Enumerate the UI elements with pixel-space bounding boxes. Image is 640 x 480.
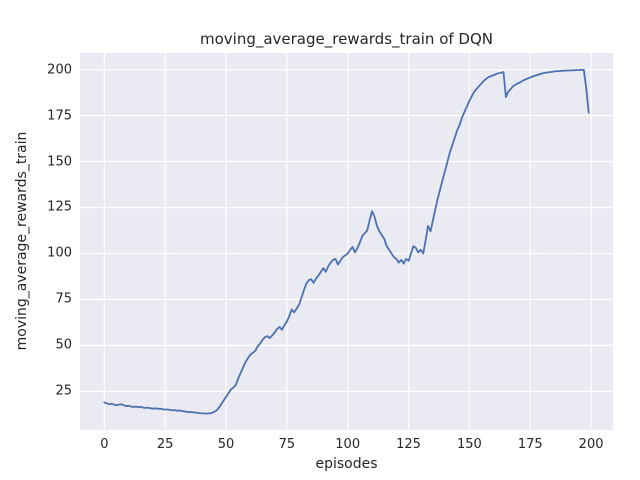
y-tick-label: 100: [47, 245, 72, 261]
y-tick-label: 175: [47, 108, 72, 124]
y-tick-label: 150: [47, 154, 72, 169]
y-tick-label: 25: [55, 383, 72, 399]
x-tick-label: 25: [156, 437, 174, 452]
y-tick-label: 50: [55, 337, 72, 353]
plot-area: [80, 53, 613, 430]
line-series: [103, 68, 590, 415]
x-tick-label: 100: [335, 437, 361, 452]
x-tick-label: 50: [217, 437, 235, 452]
x-tick-label: 125: [396, 437, 421, 452]
x-tick-label: 175: [517, 437, 543, 452]
x-tick-label: 200: [578, 437, 604, 452]
chart-title: moving_average_rewards_train of DQN: [199, 30, 494, 48]
x-tick-label: 0: [100, 437, 109, 452]
y-tick-label: 125: [47, 199, 72, 215]
x-axis-label: episodes: [315, 456, 378, 472]
x-tick-label: 75: [278, 437, 296, 452]
line-chart-svg: [80, 53, 613, 430]
y-tick-label: 200: [47, 62, 72, 78]
y-tick-label: 75: [55, 291, 72, 307]
x-tick-label: 150: [456, 437, 482, 452]
